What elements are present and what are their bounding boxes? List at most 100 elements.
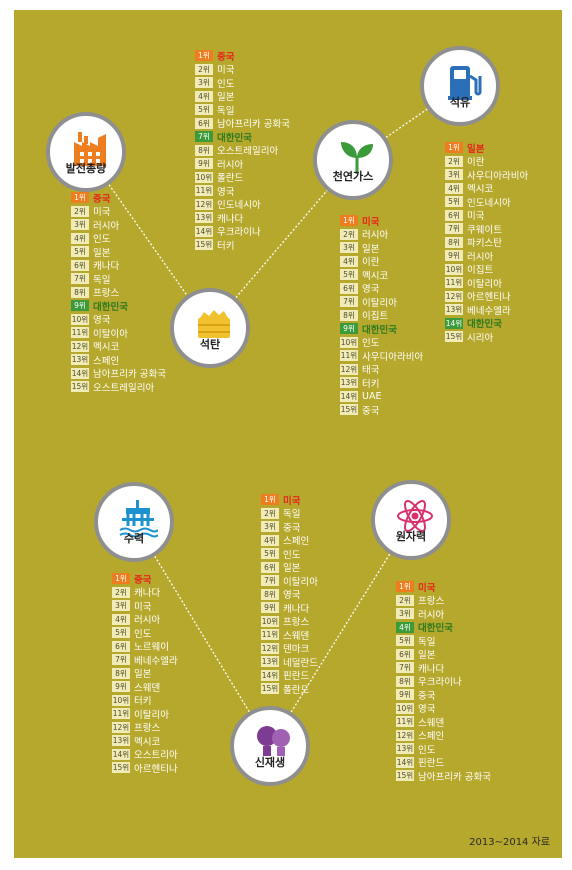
country-name: 쿠웨이트 <box>467 224 502 236</box>
country-name: 남아프리카 공화국 <box>217 119 290 131</box>
category-label: 수력 <box>123 532 145 545</box>
country-name: 오스트리아 <box>134 750 178 762</box>
rank-badge: 9위 <box>396 689 414 701</box>
rank-badge: 4위 <box>71 232 89 244</box>
rank-row: 12위 스페인 <box>396 729 491 742</box>
rank-row: 9위 스웨덴 <box>112 680 178 694</box>
ranking-list-power: 1위 중국 2위 미국 3위 러시아 4위 인도 5위 일본 6위 캐나다 7위 독일 8위 프랑스 9위 대한민… <box>71 191 166 394</box>
connector-line <box>269 519 412 747</box>
country-name: 인도 <box>93 234 111 246</box>
country-name: 일본 <box>217 92 235 104</box>
country-name: 스웨덴 <box>418 717 445 729</box>
rank-badge: 12위 <box>340 363 358 375</box>
rank-row: 15위 터키 <box>195 238 290 252</box>
rank-badge: 12위 <box>71 340 89 352</box>
rank-badge: 1위 <box>112 573 130 585</box>
rank-row: 1위 일본 <box>445 141 528 155</box>
rank-row: 7위 이탈리아 <box>340 295 423 309</box>
rank-badge: 3위 <box>195 77 213 89</box>
rank-row: 12위 태국 <box>340 363 423 376</box>
category-renew: 신재생 <box>230 706 310 786</box>
dam-icon <box>119 500 158 538</box>
country-name: 러시아 <box>134 615 161 627</box>
rank-badge: 2위 <box>112 586 130 598</box>
rank-badge: 4위 <box>445 182 463 194</box>
country-name: 이탈이아 <box>93 328 128 340</box>
rank-badge: 6위 <box>396 648 414 660</box>
rank-row: 14위 우크라이나 <box>195 225 290 238</box>
rank-row: 13위 베네수엘라 <box>445 303 528 317</box>
ranking-list-renew: 1위 미국 2위 독일 3위 중국 4위 스페인 5위 인도 6위 일본 7위 이탈리아 8위 영국 9위 캐나다… <box>261 493 318 696</box>
rank-row: 3위 미국 <box>112 599 178 613</box>
rank-row: 6위 캐나다 <box>71 259 166 272</box>
rank-badge: 2위 <box>445 155 463 167</box>
country-name: 멕시코 <box>134 736 161 748</box>
rank-row: 8위 일본 <box>112 667 178 680</box>
rank-row: 13위 터키 <box>340 376 423 390</box>
ranking-list-gas: 1위 미국 2위 러시아 3위 일본 4위 이란 5위 멕시코 6위 영국 7위 이탈리아 8위 이집트 9위 대… <box>340 214 423 417</box>
country-name: 멕시코 <box>362 270 389 282</box>
country-name: 캐나다 <box>217 213 244 225</box>
rank-row: 5위 인도 <box>261 547 318 561</box>
rank-badge: 12위 <box>112 721 130 733</box>
rank-row: 12위 프랑스 <box>112 721 178 734</box>
country-name: 이탈리아 <box>362 297 397 309</box>
country-name: 일본 <box>418 650 436 662</box>
country-name: 중국 <box>134 574 152 586</box>
country-name: 파키스탄 <box>467 238 502 250</box>
rank-row: 8위 프랑스 <box>71 286 166 300</box>
rank-row: 6위 남아프리카 공화국 <box>195 117 290 131</box>
ranking-list-nuclear: 1위 미국 2위 프랑스 3위 러시아 4위 대한민국 5위 독일 6위 일본 7위 캐나다 8위 우크라이나… <box>396 580 491 783</box>
country-name: 러시아 <box>217 159 244 171</box>
country-name: 일본 <box>362 243 380 255</box>
country-name: 베네수엘라 <box>467 305 511 317</box>
rank-row: 7위 대한민국 <box>195 130 290 144</box>
rank-row: 3위 러시아 <box>71 218 166 232</box>
rank-row: 4위 러시아 <box>112 613 178 627</box>
rank-row: 2위 미국 <box>71 205 166 219</box>
country-name: 이집트 <box>362 311 389 323</box>
country-name: 터키 <box>362 378 380 390</box>
rank-row: 3위 사우디아라비아 <box>445 168 528 182</box>
rank-badge: 14위 <box>112 748 130 760</box>
rank-badge: 4위 <box>340 255 358 267</box>
rank-row: 10위 영국 <box>396 702 491 716</box>
rank-row: 15위 시리아 <box>445 330 528 344</box>
rank-badge: 1위 <box>195 50 213 62</box>
country-name: 스웨덴 <box>134 682 161 694</box>
category-label: 원자력 <box>395 530 427 543</box>
country-name: 폴란드 <box>283 684 310 696</box>
country-name: UAE <box>362 390 382 402</box>
rank-badge: 15위 <box>71 381 89 393</box>
rank-row: 9위 대한민국 <box>71 299 166 313</box>
country-name: 미국 <box>217 65 235 77</box>
country-name: 미국 <box>93 207 111 219</box>
rank-badge: 4위 <box>195 90 213 102</box>
category-label: 신재생 <box>254 756 286 769</box>
rank-badge: 8위 <box>261 588 279 600</box>
country-name: 프랑스 <box>93 288 120 300</box>
country-name: 이탈리아 <box>467 278 502 290</box>
rank-badge: 6위 <box>340 282 358 294</box>
country-name: 대한민국 <box>217 132 252 144</box>
country-name: 핀란드 <box>418 758 445 770</box>
rank-badge: 10위 <box>445 263 463 275</box>
country-name: 인도 <box>362 338 380 350</box>
rank-badge: 2위 <box>195 63 213 75</box>
rank-badge: 4위 <box>396 621 414 633</box>
rank-row: 6위 노르웨이 <box>112 640 178 653</box>
category-label: 천연가스 <box>332 170 374 183</box>
rank-row: 9위 러시아 <box>445 249 528 263</box>
rank-row: 1위 중국 <box>71 191 166 205</box>
rank-badge: 14위 <box>261 669 279 681</box>
rank-row: 9위 캐나다 <box>261 601 318 615</box>
rank-row: 8위 영국 <box>261 588 318 601</box>
rank-row: 1위 중국 <box>112 572 178 586</box>
country-name: 영국 <box>418 704 436 716</box>
rank-badge: 9위 <box>445 250 463 262</box>
rank-badge: 11위 <box>396 716 414 728</box>
rank-badge: 10위 <box>261 615 279 627</box>
rank-badge: 7위 <box>71 273 89 285</box>
rank-badge: 3위 <box>261 521 279 533</box>
rank-row: 3위 러시아 <box>396 607 491 621</box>
